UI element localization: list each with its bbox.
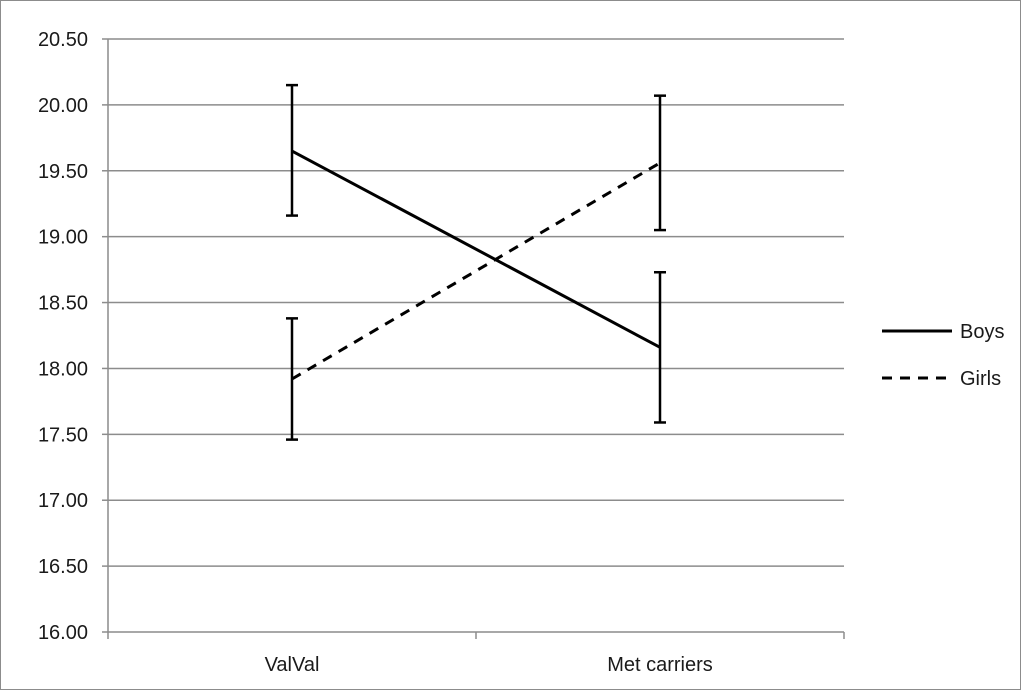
error-bar-girls xyxy=(654,94,666,232)
x-category-labels: ValVal Met carriers xyxy=(265,654,713,676)
x-category-label: Met carriers xyxy=(607,654,713,676)
y-tick-label: 19.50 xyxy=(38,161,88,183)
y-tick-label: 16.00 xyxy=(38,622,88,644)
legend-item-girls: Girls xyxy=(882,368,1001,390)
axes xyxy=(102,38,845,639)
series-girls xyxy=(286,94,666,441)
y-tick-label: 19.00 xyxy=(38,227,88,249)
legend: Boys Girls xyxy=(882,321,1004,390)
series xyxy=(286,83,666,441)
y-tick-label: 17.50 xyxy=(38,424,88,446)
y-tick-label: 16.50 xyxy=(38,556,88,578)
y-tick-label: 18.00 xyxy=(38,358,88,380)
y-tick-label: 17.00 xyxy=(38,490,88,512)
error-bar-girls xyxy=(286,317,298,441)
y-tick-label: 20.00 xyxy=(38,95,88,117)
x-category-label: ValVal xyxy=(265,654,320,676)
y-tick-labels: 16.00 16.50 17.00 17.50 18.00 18.50 19.00 19.50… xyxy=(38,29,88,644)
error-bar-boys xyxy=(286,83,298,217)
series-boys xyxy=(286,83,666,424)
legend-label-boys: Boys xyxy=(960,321,1004,343)
series-line-girls xyxy=(291,161,661,381)
legend-label-girls: Girls xyxy=(960,368,1001,390)
y-tick-label: 18.50 xyxy=(38,293,88,315)
legend-item-boys: Boys xyxy=(882,321,1004,343)
series-line-boys xyxy=(291,149,661,349)
y-tick-label: 20.50 xyxy=(38,29,88,51)
gridlines xyxy=(108,38,844,567)
error-bar-boys xyxy=(654,270,666,424)
